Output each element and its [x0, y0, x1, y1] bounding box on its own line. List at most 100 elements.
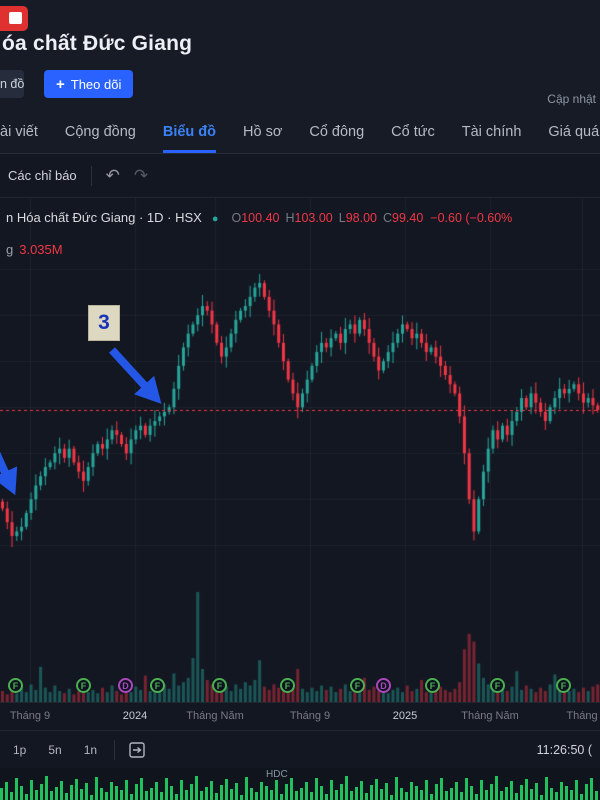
green-bar — [285, 784, 288, 800]
event-marker[interactable]: F — [76, 678, 91, 693]
green-bar — [360, 781, 363, 800]
green-bar — [220, 785, 223, 800]
event-marker[interactable]: D — [376, 678, 391, 693]
green-bar — [355, 787, 358, 800]
green-bar — [545, 777, 548, 800]
green-bar — [405, 792, 408, 800]
goto-date-icon[interactable] — [127, 741, 147, 759]
green-bar — [55, 787, 58, 800]
undo-icon[interactable]: ↶ — [105, 165, 120, 185]
event-marker[interactable]: D — [118, 678, 133, 693]
green-bar — [365, 793, 368, 800]
lower-chart-strip: HDC — [0, 768, 600, 800]
green-volume-bars — [0, 772, 600, 800]
open-value: 100.40 — [241, 211, 280, 225]
event-marker[interactable]: F — [425, 678, 440, 693]
green-bar — [300, 788, 303, 800]
change-value: −0.60 (−0.60% — [430, 211, 513, 225]
green-bar — [125, 780, 128, 800]
green-bar — [30, 780, 33, 800]
chart-toolbar: Các chỉ báo ↶ ↷ — [0, 154, 600, 198]
x-axis-label: Tháng Năm — [186, 710, 244, 722]
range-button-5n[interactable]: 5n — [48, 742, 62, 757]
green-bar — [560, 782, 563, 800]
green-bar — [240, 795, 243, 800]
green-bar — [225, 779, 228, 800]
green-bar — [0, 788, 3, 800]
market-status-icon: ● — [211, 213, 219, 225]
green-bar — [50, 791, 53, 800]
range-button-1p[interactable]: 1p — [13, 742, 27, 757]
green-bar — [250, 788, 253, 800]
green-bar — [230, 789, 233, 800]
chart-shortcut-button[interactable]: n đồ — [0, 70, 24, 98]
green-bar — [385, 783, 388, 800]
price-chart-canvas[interactable] — [0, 198, 600, 702]
tab-tai-chinh[interactable]: Tài chính — [461, 124, 522, 140]
event-marker[interactable]: F — [8, 678, 23, 693]
green-bar — [425, 780, 428, 800]
event-marker[interactable]: F — [490, 678, 505, 693]
tab-bai-viet[interactable]: ài viết — [0, 124, 38, 140]
green-bar — [255, 792, 258, 800]
close-value: 99.40 — [392, 211, 424, 225]
open-label: O — [231, 211, 242, 225]
green-bar — [325, 794, 328, 800]
range-button-1n[interactable]: 1n — [83, 742, 98, 757]
green-bar — [280, 794, 283, 800]
event-marker[interactable]: F — [212, 678, 227, 693]
x-axis-label: 2025 — [392, 710, 418, 722]
green-bar — [165, 778, 168, 800]
chart-legend: n Hóa chất Đức Giang · 1D · HSX ● O100.40 H… — [6, 210, 600, 225]
volume-legend: g 3.035M — [6, 242, 63, 257]
indicators-button[interactable]: Các chỉ báo — [8, 168, 77, 183]
tab-co-dong[interactable]: Cổ đông — [309, 124, 365, 140]
green-bar — [495, 776, 498, 800]
site-logo-badge[interactable] — [0, 6, 28, 31]
chart-widget: Các chỉ báo ↶ ↷ 3 n Hóa chất Đức Giang ·… — [0, 154, 600, 768]
tab-bieu-do[interactable]: Biểu đồ — [162, 112, 217, 153]
green-bar — [20, 786, 23, 800]
green-bar — [25, 794, 28, 800]
green-bar — [35, 790, 38, 800]
event-marker[interactable]: F — [280, 678, 295, 693]
follow-button[interactable]: + Theo dõi — [44, 70, 134, 98]
event-marker[interactable]: F — [350, 678, 365, 693]
clock-time[interactable]: 11:26:50 ( — [536, 742, 592, 757]
time-axis[interactable]: Tháng 9 2024 Tháng Năm Tháng 9 2025 Tháng Năm… — [0, 702, 600, 730]
green-bar — [540, 795, 543, 800]
green-bar — [150, 788, 153, 800]
green-bar — [200, 791, 203, 800]
high-label: H — [285, 211, 295, 225]
green-bar — [110, 782, 113, 800]
event-marker[interactable]: F — [150, 678, 165, 693]
peer-symbol-label: HDC — [266, 769, 288, 780]
tab-ho-so[interactable]: Hồ sơ — [243, 124, 283, 140]
green-bar — [80, 789, 83, 800]
tab-gia-qua-khu[interactable]: Giá quá khứ — [548, 124, 600, 140]
tab-cong-dong[interactable]: Cộng đồng — [64, 124, 136, 140]
green-bar — [480, 780, 483, 800]
green-bar — [525, 779, 528, 800]
green-bar — [175, 794, 178, 800]
green-bar — [295, 791, 298, 800]
green-bar — [390, 795, 393, 800]
green-bar — [105, 792, 108, 800]
green-bar — [270, 790, 273, 800]
green-bar — [190, 784, 193, 800]
green-bar — [310, 792, 313, 800]
green-bar — [90, 795, 93, 800]
tab-co-tuc[interactable]: Cổ tức — [391, 124, 435, 140]
green-bar — [330, 780, 333, 800]
green-bar — [60, 781, 63, 800]
green-bar — [5, 782, 8, 800]
redo-icon[interactable]: ↷ — [133, 165, 149, 185]
annotation-label-3[interactable]: 3 — [88, 305, 120, 341]
green-bar — [455, 782, 458, 800]
event-marker[interactable]: F — [556, 678, 571, 693]
green-bar — [375, 779, 378, 800]
green-bar — [170, 786, 173, 800]
green-bar — [10, 792, 13, 800]
legend-symbol[interactable]: n Hóa chất Đức Giang · 1D · HSX — [6, 210, 202, 225]
low-label: L — [338, 211, 346, 225]
